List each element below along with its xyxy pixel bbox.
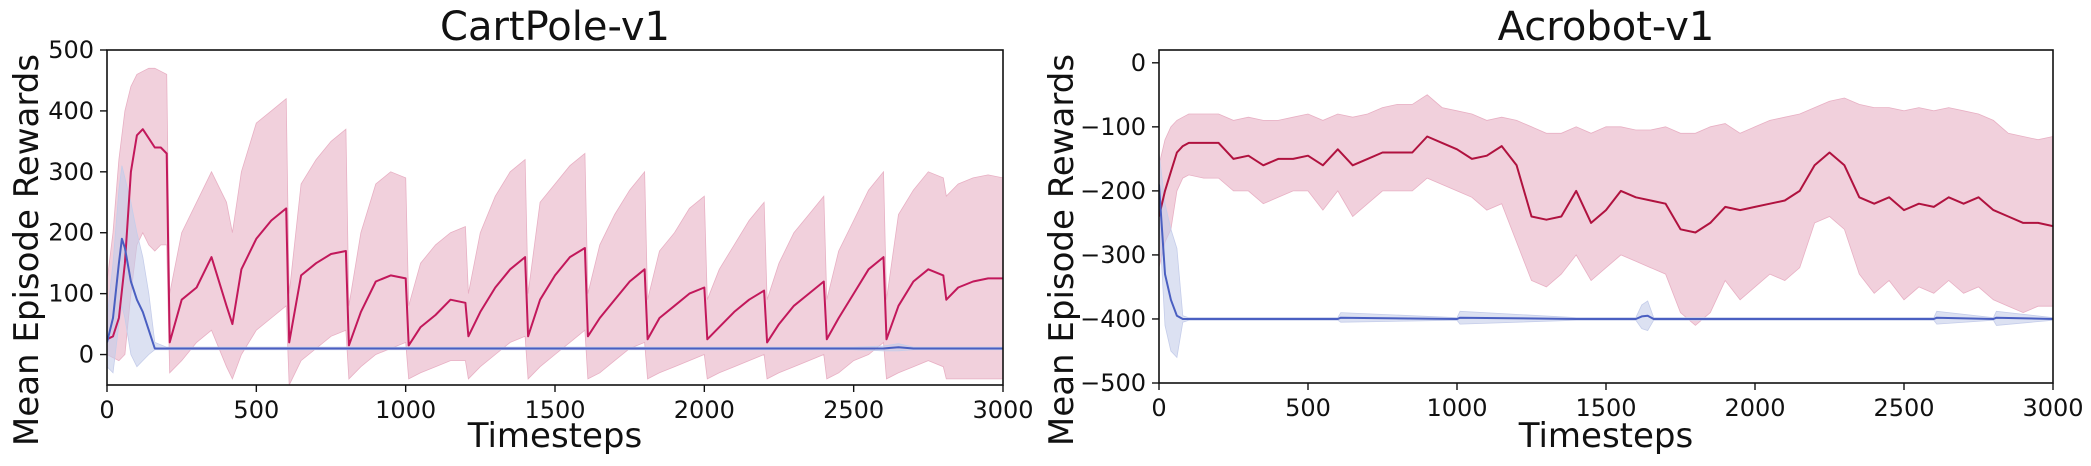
y-tick-label: 300 xyxy=(48,158,94,186)
y-tick-label: −400 xyxy=(1080,305,1146,333)
ticks-layer: 0 500 1000 1500 2000 2500 3000 0 −100 −200 −300 −40… xyxy=(1080,49,2083,422)
series-band-1 xyxy=(107,165,1003,374)
y-tick-label: −200 xyxy=(1080,177,1146,205)
series-band-1 xyxy=(1159,152,2053,359)
x-tick-label: 2500 xyxy=(823,396,884,424)
x-tick-label: 1500 xyxy=(524,396,585,424)
ticks-layer: 0 500 1000 1500 2000 2500 3000 0 100 200 300 400 500 xyxy=(48,36,1033,424)
chart-acrobot: Acrobot-v1 Timesteps Mean Episode Reward… xyxy=(1042,4,2084,456)
y-tick-label: −500 xyxy=(1080,369,1146,397)
x-tick-label: 500 xyxy=(233,396,279,424)
y-axis-label: Mean Episode Rewards xyxy=(7,54,47,446)
series-layer xyxy=(1159,94,2053,359)
x-tick-label: 2500 xyxy=(1873,394,1934,422)
y-tick-label: 0 xyxy=(79,341,94,369)
x-axis-label: Timesteps xyxy=(467,416,642,456)
y-tick-label: 100 xyxy=(48,280,94,308)
series-line-1 xyxy=(107,237,1003,350)
x-tick-label: 3000 xyxy=(972,396,1033,424)
x-tick-label: 1500 xyxy=(1575,394,1636,422)
x-tick-label: 0 xyxy=(99,396,114,424)
y-tick-label: −300 xyxy=(1080,241,1146,269)
series-layer xyxy=(107,67,1003,385)
x-tick-label: 2000 xyxy=(1724,394,1785,422)
y-tick-label: 0 xyxy=(1131,49,1146,77)
x-tick-label: 3000 xyxy=(2022,394,2083,422)
chart-title: Acrobot-v1 xyxy=(1498,4,1715,50)
x-axis-label: Timesteps xyxy=(1518,416,1693,456)
series-line-1 xyxy=(1159,184,2053,320)
x-tick-label: 2000 xyxy=(674,396,735,424)
x-tick-label: 500 xyxy=(1285,394,1331,422)
x-tick-label: 1000 xyxy=(375,396,436,424)
series-band-0 xyxy=(107,67,1003,385)
y-tick-label: −100 xyxy=(1080,113,1146,141)
y-tick-label: 200 xyxy=(48,219,94,247)
y-axis-label: Mean Episode Rewards xyxy=(1042,54,1082,446)
y-tick-label: 400 xyxy=(48,97,94,125)
chart-title: CartPole-v1 xyxy=(440,4,670,50)
series-line-0 xyxy=(107,128,1003,347)
series-line-0 xyxy=(1159,135,2053,234)
y-tick-label: 500 xyxy=(48,36,94,64)
x-tick-label: 0 xyxy=(1151,394,1166,422)
x-tick-label: 1000 xyxy=(1426,394,1487,422)
chart-cartpole: CartPole-v1 Timesteps Mean Episode Rewar… xyxy=(7,4,1034,456)
